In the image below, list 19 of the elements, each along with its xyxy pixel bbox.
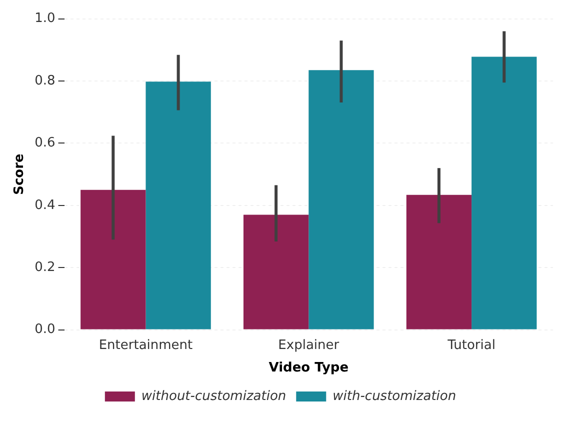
bar	[472, 56, 537, 330]
bar	[146, 82, 211, 330]
y-tick-label: 0.2	[34, 260, 56, 275]
x-tick-label: Tutorial	[446, 338, 496, 353]
x-axis-title: Video Type	[268, 360, 349, 376]
y-axis-title: Score	[12, 154, 28, 195]
bar	[406, 194, 472, 330]
bar	[80, 190, 146, 330]
y-tick-label: 0.6	[34, 136, 56, 151]
legend-label: without-customization	[141, 388, 286, 404]
x-tick-label: Explainer	[278, 338, 340, 353]
bar	[308, 70, 374, 330]
y-tick-label: 0.8	[34, 73, 56, 88]
x-tick-label: Entertainment	[98, 338, 193, 353]
y-tick-label: 1.0	[34, 11, 56, 26]
y-tick-label: 0.4	[34, 198, 56, 213]
legend-label: with-customization	[332, 388, 456, 404]
y-tick-label: 0.0	[34, 322, 56, 338]
bar	[243, 214, 309, 330]
